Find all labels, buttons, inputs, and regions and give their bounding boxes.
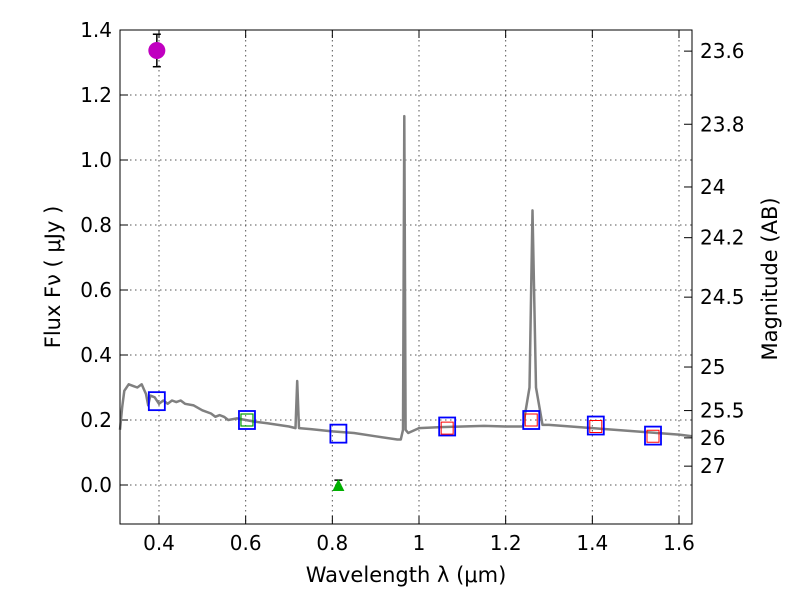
y-tick-label: 1.2 (80, 83, 112, 107)
plot-frame (119, 29, 693, 525)
data-layer (118, 33, 693, 491)
photometry-square (147, 391, 166, 412)
photometry-square (522, 410, 541, 430)
mag-tick-label: 24.5 (700, 285, 745, 309)
photometry-square (644, 425, 662, 446)
x-tick-label: 0.6 (230, 531, 262, 555)
model-square (440, 421, 454, 435)
model-square (524, 413, 538, 427)
x-axis-title: Wavelength λ (μm) (306, 563, 507, 587)
mag-tick-label: 27 (700, 454, 725, 478)
photometry-square (586, 415, 605, 436)
mag-tick-label: 24 (700, 175, 725, 199)
non-detection-triangle (332, 479, 345, 491)
y-tick-label: 0.4 (80, 343, 112, 367)
mag-tick-label: 26 (700, 426, 725, 450)
mag-tick-label: 25 (700, 355, 725, 379)
sed-template-line (118, 114, 693, 441)
photometry-square (438, 416, 457, 437)
x-tick-label: 1.4 (576, 531, 608, 555)
y-tick-label: 0.2 (80, 408, 112, 432)
x-tick-label: 0.8 (316, 531, 348, 555)
mag-tick-label: 23.8 (700, 112, 745, 136)
mag-tick-label: 24.2 (700, 226, 745, 250)
y-tick-label: 0.0 (80, 473, 112, 497)
x-tick-label: 0.4 (143, 531, 175, 555)
mag-tick-label: 25.5 (700, 399, 745, 423)
y-axis-title: Flux Fν ( μJy ) (41, 206, 65, 349)
photometry-square-inner (240, 413, 254, 427)
model-square (589, 420, 603, 433)
y-tick-label: 1.0 (80, 148, 112, 172)
y2-axis-title: Magnitude (AB) (758, 197, 782, 360)
photometry-square (329, 423, 348, 444)
photometry-square (238, 410, 256, 430)
tick-marks (120, 29, 692, 524)
x-tick-labels: 0.4 0.6 0.8 1 1.2 1.4 1.6 (143, 531, 695, 555)
y-tick-label: 0.8 (80, 213, 112, 237)
y-tick-label: 1.4 (80, 18, 112, 42)
mag-tick-label: 23.6 (700, 39, 745, 63)
model-square (646, 429, 660, 443)
y-tick-labels: 0.0 0.2 0.4 0.6 0.8 1.0 1.2 1.4 (80, 18, 112, 497)
y-tick-label: 0.6 (80, 278, 112, 302)
x-tick-label: 1.2 (490, 531, 522, 555)
magnitude-tick-labels: 23.6 23.8 24 24.2 24.5 25 25.5 26 27 (700, 39, 745, 478)
x-tick-label: 1.6 (663, 531, 695, 555)
x-tick-label: 1 (413, 531, 426, 555)
blue-band-point (148, 41, 166, 59)
